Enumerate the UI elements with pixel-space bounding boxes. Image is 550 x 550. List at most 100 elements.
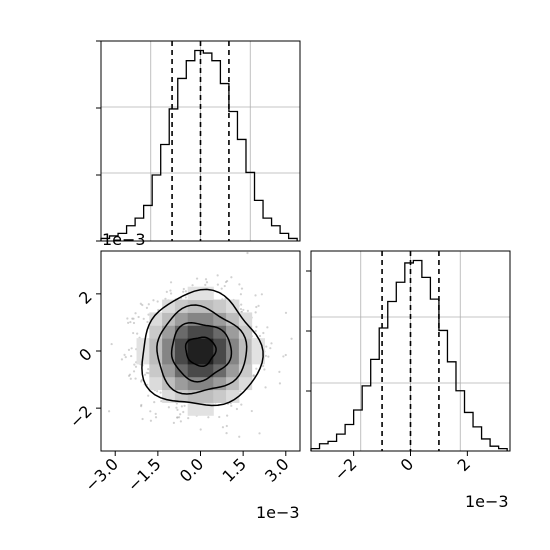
- scatter-point: [195, 277, 199, 280]
- scatter-point: [145, 371, 148, 374]
- density-cell: [174, 376, 189, 391]
- scatter-point: [242, 308, 245, 312]
- density-cell: [149, 338, 163, 352]
- density-cell: [187, 351, 201, 365]
- scatter-point: [169, 281, 173, 284]
- scatter-point: [156, 300, 159, 303]
- joint-xtick-label-0: −3.0: [81, 454, 122, 495]
- scatter-point: [140, 403, 143, 407]
- contour-level-0: [184, 336, 217, 368]
- joint-ytick-label-2: 2: [75, 287, 96, 308]
- scatter-point: [252, 374, 255, 377]
- scatter-point: [139, 302, 142, 305]
- contour-level-2: [156, 304, 248, 395]
- scatter-point: [257, 304, 260, 307]
- scatter-point: [175, 402, 178, 405]
- scatter-point: [235, 407, 239, 411]
- scatter-point: [264, 386, 267, 389]
- scatter-point: [131, 317, 134, 320]
- scatter-point: [136, 332, 139, 335]
- density-cell: [149, 376, 163, 391]
- density-cell: [187, 325, 201, 339]
- scatter-point: [156, 390, 159, 393]
- scatter-point: [164, 297, 167, 300]
- scatter-point: [255, 367, 258, 370]
- scatter-point: [205, 281, 209, 284]
- density-cell: [200, 363, 214, 378]
- scatter-point: [159, 391, 162, 394]
- scatter-point: [182, 290, 185, 293]
- scatter-point: [132, 317, 135, 320]
- density-cell: [174, 299, 189, 313]
- scatter-point: [223, 284, 226, 288]
- scatter-point: [282, 355, 285, 358]
- scatter-point: [224, 280, 228, 284]
- scatter-point: [252, 374, 255, 377]
- scatter-point: [147, 372, 150, 375]
- scatter-point: [183, 404, 186, 407]
- density-cell: [213, 312, 227, 326]
- scatter-point: [278, 382, 282, 385]
- density-cell: [162, 299, 176, 313]
- scatter-point: [199, 428, 202, 431]
- scatter-point: [128, 373, 132, 376]
- contour-level-3: [141, 288, 264, 407]
- scatter-point: [146, 320, 149, 324]
- scatter-point: [264, 354, 267, 357]
- scatter-point: [130, 347, 133, 350]
- scatter-point: [124, 355, 127, 359]
- scatter-point: [221, 426, 225, 429]
- scatter-point: [175, 406, 178, 409]
- scatter-point: [240, 287, 244, 290]
- density-cell: [200, 325, 214, 339]
- marginal-y-hist: [310, 250, 511, 452]
- marginal-x-hist-step: [100, 49, 298, 241]
- scatter-point: [267, 355, 270, 358]
- joint-panel: −3.0 −1.5 0.0 1.5 3.0 −2 0 2: [66, 250, 301, 495]
- density-cell: [213, 351, 227, 365]
- density-cell: [200, 312, 214, 326]
- scatter-point: [140, 380, 143, 383]
- marginal-y-xtick-label-0: −2: [330, 454, 360, 484]
- scatter-point: [269, 347, 272, 350]
- density-cell: [136, 338, 150, 352]
- scatter-point: [262, 364, 265, 368]
- scatter-point: [284, 311, 288, 314]
- scatter-point: [179, 420, 182, 423]
- scatter-point: [134, 312, 137, 315]
- scatter-point: [225, 424, 228, 428]
- density-cell: [187, 402, 201, 416]
- joint-xtick-label-1: −1.5: [124, 454, 165, 495]
- scatter-point: [137, 315, 140, 319]
- density-cell: [162, 363, 176, 378]
- scatter-point: [187, 417, 190, 420]
- scatter-point: [255, 305, 258, 309]
- density-cell: [238, 325, 253, 339]
- scatter-point: [154, 416, 158, 419]
- scatter-point: [204, 283, 207, 286]
- scatter-point: [141, 303, 144, 307]
- scatter-point: [182, 287, 185, 291]
- marginal-x-hist-frame: [100, 40, 301, 242]
- density-cell: [238, 312, 253, 326]
- density-cell: [174, 351, 189, 365]
- scatter-point: [225, 432, 228, 435]
- density-cell: [238, 338, 253, 352]
- joint-ytick-label-0: −2: [66, 402, 96, 432]
- scatter-point: [169, 292, 173, 295]
- density-cell: [226, 363, 240, 378]
- scatter-point: [218, 415, 221, 419]
- marginal-y-x-scale-label: 1e−3: [465, 492, 509, 511]
- scatter-point: [147, 313, 150, 316]
- scatter-point: [141, 417, 144, 421]
- scatter-point: [207, 416, 210, 419]
- scatter-point: [167, 406, 170, 409]
- scatter-point: [270, 342, 273, 345]
- scatter-point: [165, 290, 168, 293]
- marginal-y-xtick-label-2: 2: [454, 454, 475, 475]
- scatter-point: [226, 414, 229, 417]
- scatter-point: [127, 348, 131, 351]
- scatter-point: [260, 293, 263, 296]
- scatter-point: [149, 419, 153, 422]
